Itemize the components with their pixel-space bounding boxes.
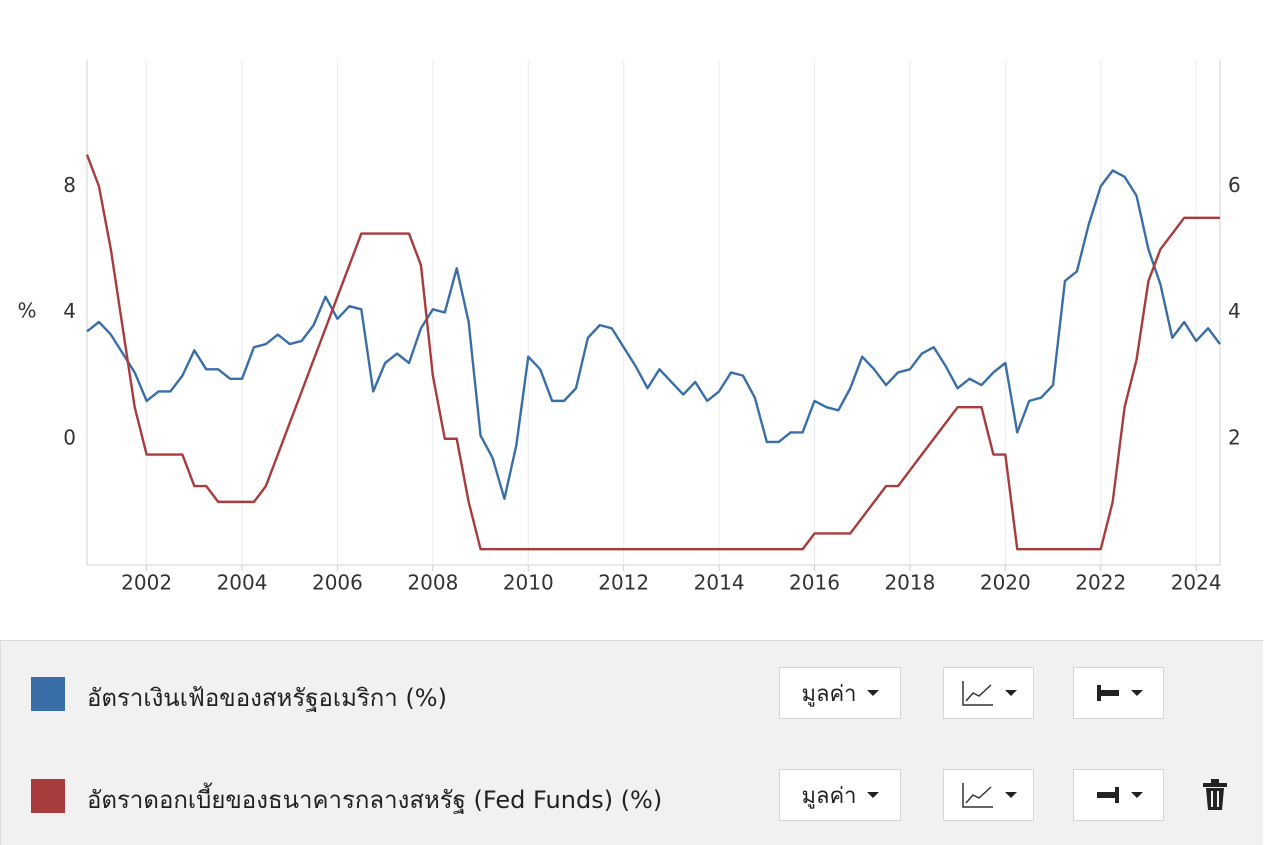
delete-button[interactable] (1201, 778, 1229, 812)
y-axis-label: % (17, 299, 36, 323)
legend-panel: อัตราเงินเฟ้อของสหรัฐอเมริกา (%) มูลค่า … (0, 640, 1263, 845)
left-axis-icon (1096, 685, 1119, 701)
series-line (86, 169, 1221, 500)
x-tick-label: 2018 (884, 571, 935, 595)
right-axis-icon (1096, 787, 1119, 803)
x-tick-label: 2020 (980, 571, 1031, 595)
value-dropdown[interactable]: มูลค่า (779, 667, 901, 719)
y2-tick-label: 4 (1228, 299, 1241, 323)
y-tick-label: 0 (63, 425, 76, 449)
x-tick-label: 2004 (217, 571, 268, 595)
chart-type-dropdown[interactable] (943, 667, 1034, 719)
caret (1004, 792, 1017, 798)
legend-row: อัตราดอกเบี้ยของธนาคารกลางสหรัฐ (Fed Fun… (1, 766, 1263, 826)
caret (1130, 792, 1143, 798)
caret (866, 690, 879, 696)
x-tick-label: 2024 (1171, 571, 1222, 595)
x-tick-label: 2016 (789, 571, 840, 595)
value-dropdown[interactable]: มูลค่า (779, 769, 901, 821)
x-tick-label: 2002 (121, 571, 172, 595)
legend-label: อัตราเงินเฟ้อของสหรัฐอเมริกา (%) (87, 684, 447, 712)
x-tick-label: 2008 (407, 571, 458, 595)
y-tick-label: 4 (63, 299, 76, 323)
y2-tick-label: 2 (1228, 425, 1241, 449)
legend-swatch (31, 677, 65, 711)
legend-row: อัตราเงินเฟ้อของสหรัฐอเมริกา (%) มูลค่า (1, 664, 1263, 724)
chart: % 2002 2004 2006 2008 2010 2012 2014 2016 2018 20… (17, 60, 1241, 595)
series-line (85, 154, 1220, 551)
x-tick-label: 2006 (312, 571, 363, 595)
line-icon (961, 783, 993, 808)
y2-tick-label: 6 (1228, 173, 1241, 197)
axis-dropdown[interactable] (1073, 769, 1164, 821)
x-tick-label: 2012 (598, 571, 649, 595)
x-tick-label: 2022 (1075, 571, 1126, 595)
x-tick-label: 2010 (503, 571, 554, 595)
dropdown-label: มูลค่า (801, 783, 857, 809)
caret (866, 792, 879, 798)
caret (1130, 690, 1143, 696)
legend-swatch (31, 779, 65, 813)
dropdown-label: มูลค่า (801, 681, 857, 707)
line-icon (961, 681, 993, 706)
axis-dropdown[interactable] (1073, 667, 1164, 719)
legend-label: อัตราดอกเบี้ยของธนาคารกลางสหรัฐ (Fed Fun… (87, 786, 663, 814)
caret (1004, 690, 1017, 696)
x-tick-label: 2014 (694, 571, 745, 595)
y-tick-label: 8 (63, 173, 76, 197)
chart-type-dropdown[interactable] (943, 769, 1034, 821)
